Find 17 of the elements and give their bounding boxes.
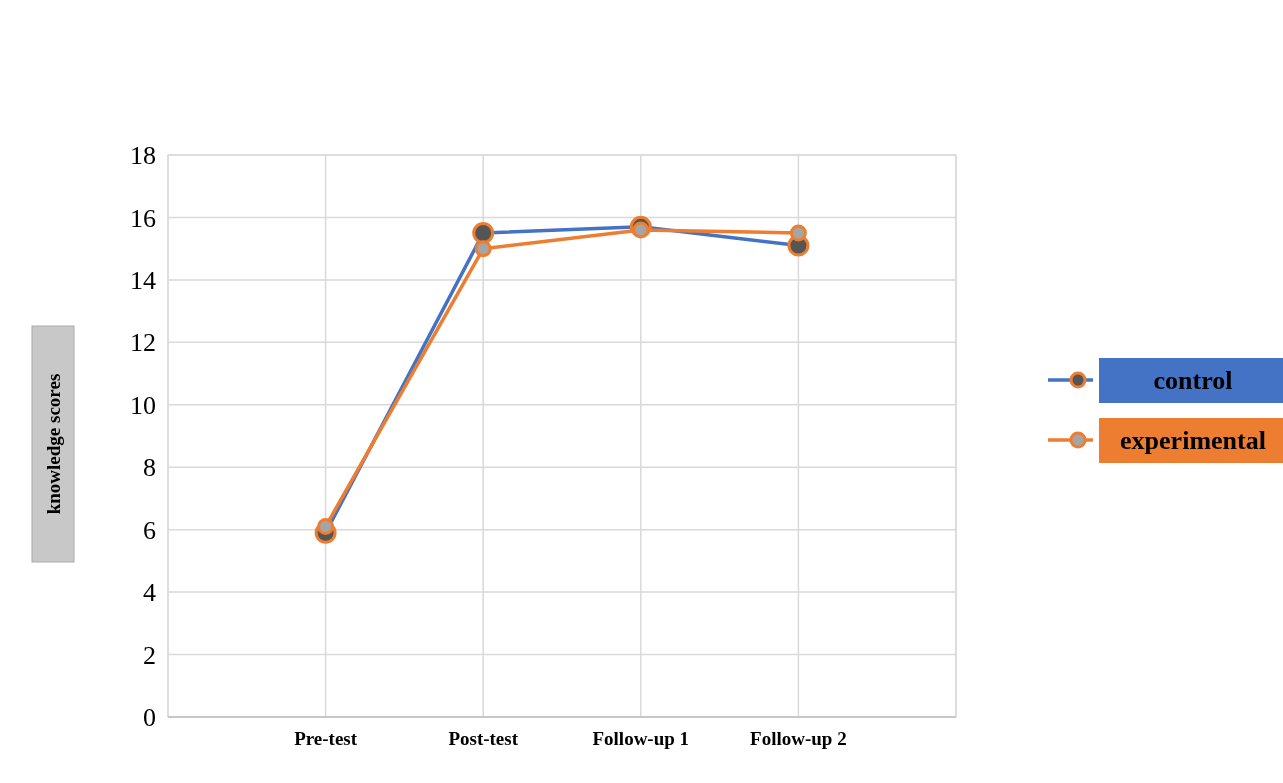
- y-tick-label: 12: [130, 328, 156, 358]
- y-tick-label: 4: [143, 578, 156, 608]
- y-tick-label: 14: [130, 265, 156, 295]
- x-tick-label: Post-test: [448, 728, 519, 749]
- x-tick-label: Follow-up 2: [750, 728, 847, 749]
- y-axis-title: knowledge scores: [42, 373, 64, 515]
- y-tick-label: 2: [143, 640, 156, 670]
- y-tick-label: 10: [130, 390, 156, 420]
- y-tick-label: 16: [130, 203, 156, 233]
- y-tick-label: 18: [130, 141, 156, 171]
- x-tick-label: Follow-up 1: [592, 728, 690, 749]
- legend-label: control: [1153, 366, 1233, 396]
- y-tick-label: 0: [143, 703, 156, 733]
- x-tick-label: Pre-test: [294, 728, 358, 749]
- y-tick-label: 6: [143, 515, 156, 545]
- legend-label: experimental: [1120, 426, 1266, 456]
- y-tick-label: 8: [143, 453, 156, 483]
